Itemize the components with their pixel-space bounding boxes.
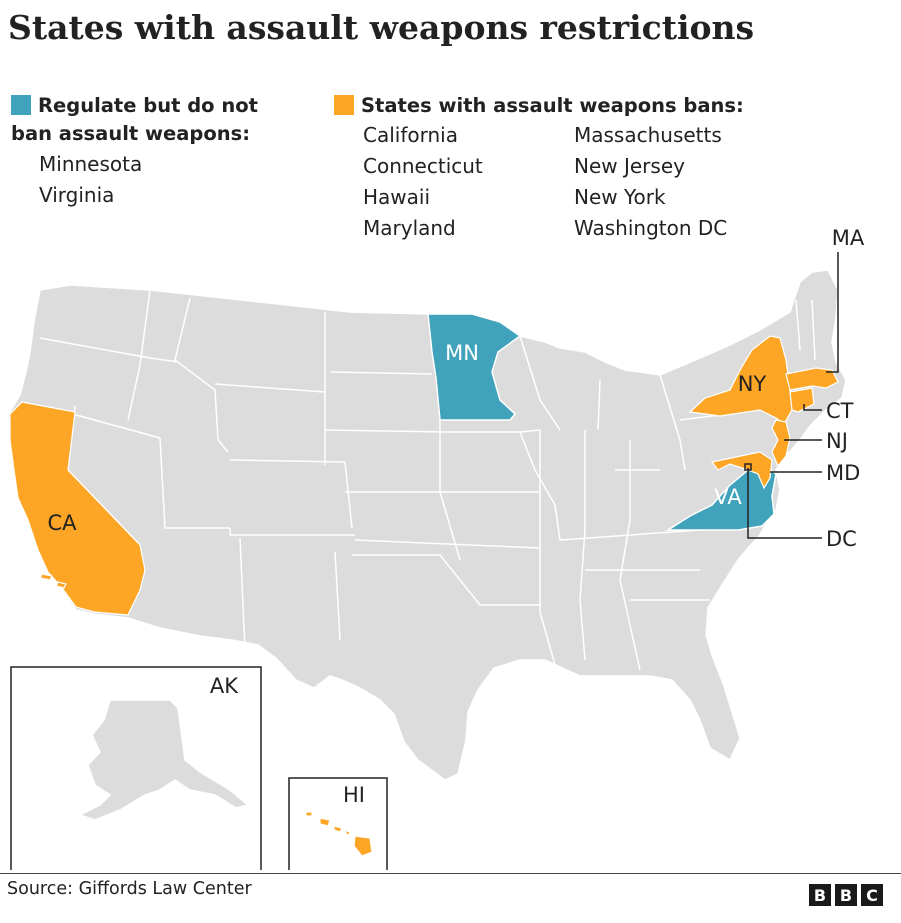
footer-divider <box>0 873 901 874</box>
legend-heading-ban: States with assault weapons bans: <box>361 94 744 117</box>
california-islands <box>39 573 67 589</box>
leader-ct <box>803 404 822 411</box>
state-massachusetts <box>785 367 839 391</box>
state-virginia <box>665 461 777 531</box>
leader-dc <box>747 468 822 539</box>
chart-title: States with assault weapons restrictions <box>8 8 755 47</box>
state-new-york <box>688 335 793 425</box>
label-nj: NJ <box>826 429 848 453</box>
dc-marker <box>744 463 752 471</box>
us-map: MN VA CA NY MA CT NJ MD DC AK HI <box>7 226 865 870</box>
legend-heading-regulate-line1: Regulate but do not <box>38 94 258 117</box>
state-alaska <box>78 699 250 821</box>
label-ct: CT <box>826 399 854 423</box>
label-dc: DC <box>826 527 857 551</box>
state-minnesota <box>427 313 522 421</box>
legend-state-hawaii: Hawaii <box>363 185 431 209</box>
label-ma: MA <box>832 226 865 250</box>
legend-list-ban-col1: California Connecticut Hawaii Maryland <box>363 120 483 244</box>
state-new-jersey <box>771 419 791 468</box>
bbc-logo: B B C <box>809 884 883 906</box>
bbc-logo-block-2: B <box>835 884 857 906</box>
legend-regulate: Regulate but do not ban assault weapons:… <box>11 92 311 222</box>
legend-state-washington-dc: Washington DC <box>574 216 728 240</box>
label-ak: AK <box>210 674 239 698</box>
source-note: Source: Giffords Law Center <box>7 879 252 899</box>
legend-list-regulate: Minnesota Virginia <box>39 149 142 211</box>
label-hi: HI <box>343 783 365 807</box>
legend-state-maryland: Maryland <box>363 216 456 240</box>
state-maryland <box>710 451 773 490</box>
legend-state-connecticut: Connecticut <box>363 154 483 178</box>
legend-state-virginia: Virginia <box>39 183 115 207</box>
legend-state-new-york: New York <box>574 185 666 209</box>
legend-heading-regulate: Regulate but do not <box>38 92 258 120</box>
leader-lines <box>747 252 839 539</box>
hawaii-inset-box <box>288 777 388 870</box>
state-connecticut <box>789 387 815 413</box>
legend-heading-regulate-line2: ban assault weapons: <box>11 122 251 145</box>
legend-state-new-jersey: New Jersey <box>574 154 685 178</box>
bbc-logo-block-3: C <box>861 884 883 906</box>
label-mn: MN <box>445 341 479 365</box>
label-ca: CA <box>47 511 77 535</box>
state-hawaii <box>305 811 373 857</box>
leader-ma <box>826 252 839 373</box>
bbc-logo-block-1: B <box>809 884 831 906</box>
legend-state-california: California <box>363 123 458 147</box>
label-ny: NY <box>738 372 767 396</box>
legend-list-ban-col2: Massachusetts New Jersey New York Washin… <box>574 120 727 244</box>
legend-swatch-ban <box>334 95 354 115</box>
legend-state-minnesota: Minnesota <box>39 152 143 176</box>
legend-state-massachusetts: Massachusetts <box>574 123 722 147</box>
legend-ban: States with assault weapons bans: Califo… <box>334 92 784 242</box>
state-california <box>9 401 146 616</box>
label-md: MD <box>826 461 860 485</box>
label-va: VA <box>714 485 742 509</box>
legend-swatch-regulate <box>11 95 31 115</box>
